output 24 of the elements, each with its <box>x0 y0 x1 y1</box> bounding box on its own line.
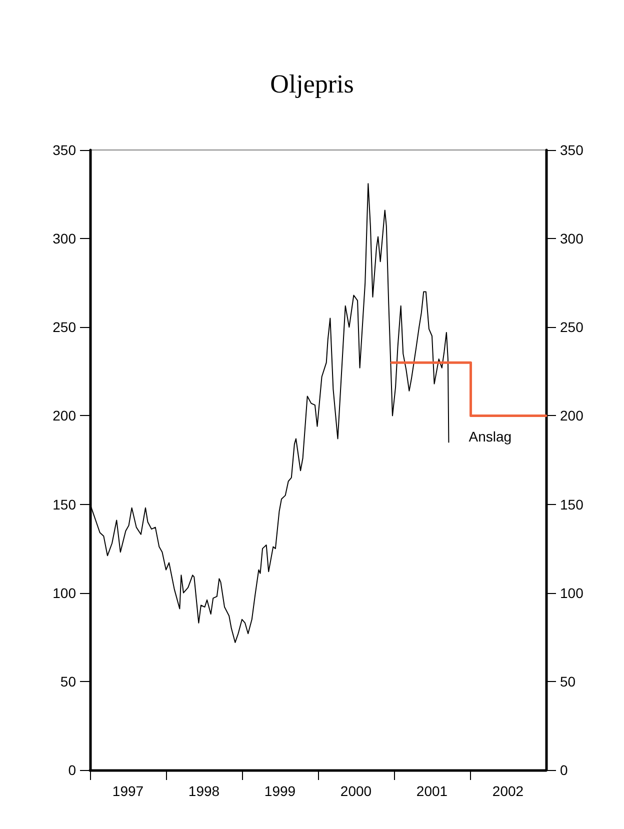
y-tick-label: 50 <box>60 673 76 690</box>
y-tick-label: 300 <box>52 230 76 247</box>
x-tick-label: 2002 <box>492 783 524 799</box>
y2-tick-label: 250 <box>560 319 584 336</box>
y2-tick-label: 200 <box>560 408 584 424</box>
y2-tick-label: 350 <box>560 142 584 158</box>
chart-title: Oljepris <box>270 70 354 98</box>
y-tick-label: 0 <box>68 762 76 778</box>
y2-tick-label: 100 <box>560 584 584 601</box>
annotation: Anslag <box>468 428 512 445</box>
y-tick-label: 250 <box>52 319 76 336</box>
y-tick-label: 100 <box>52 584 76 601</box>
y2-tick-label: 0 <box>560 762 568 778</box>
x-tick-label: 2000 <box>340 783 372 799</box>
x-tick-label: 1999 <box>264 783 296 799</box>
y-tick-label: 350 <box>52 142 76 158</box>
y-tick-label: 200 <box>52 408 76 424</box>
y2-tick-label: 50 <box>560 673 576 690</box>
y-tick-label: 150 <box>52 496 76 512</box>
y2-tick-label: 150 <box>560 496 584 512</box>
y2-tick-label: 300 <box>560 230 584 247</box>
x-tick-label: 2001 <box>416 783 448 799</box>
x-tick-label: 1997 <box>112 783 144 799</box>
x-tick-label: 1998 <box>188 783 220 799</box>
